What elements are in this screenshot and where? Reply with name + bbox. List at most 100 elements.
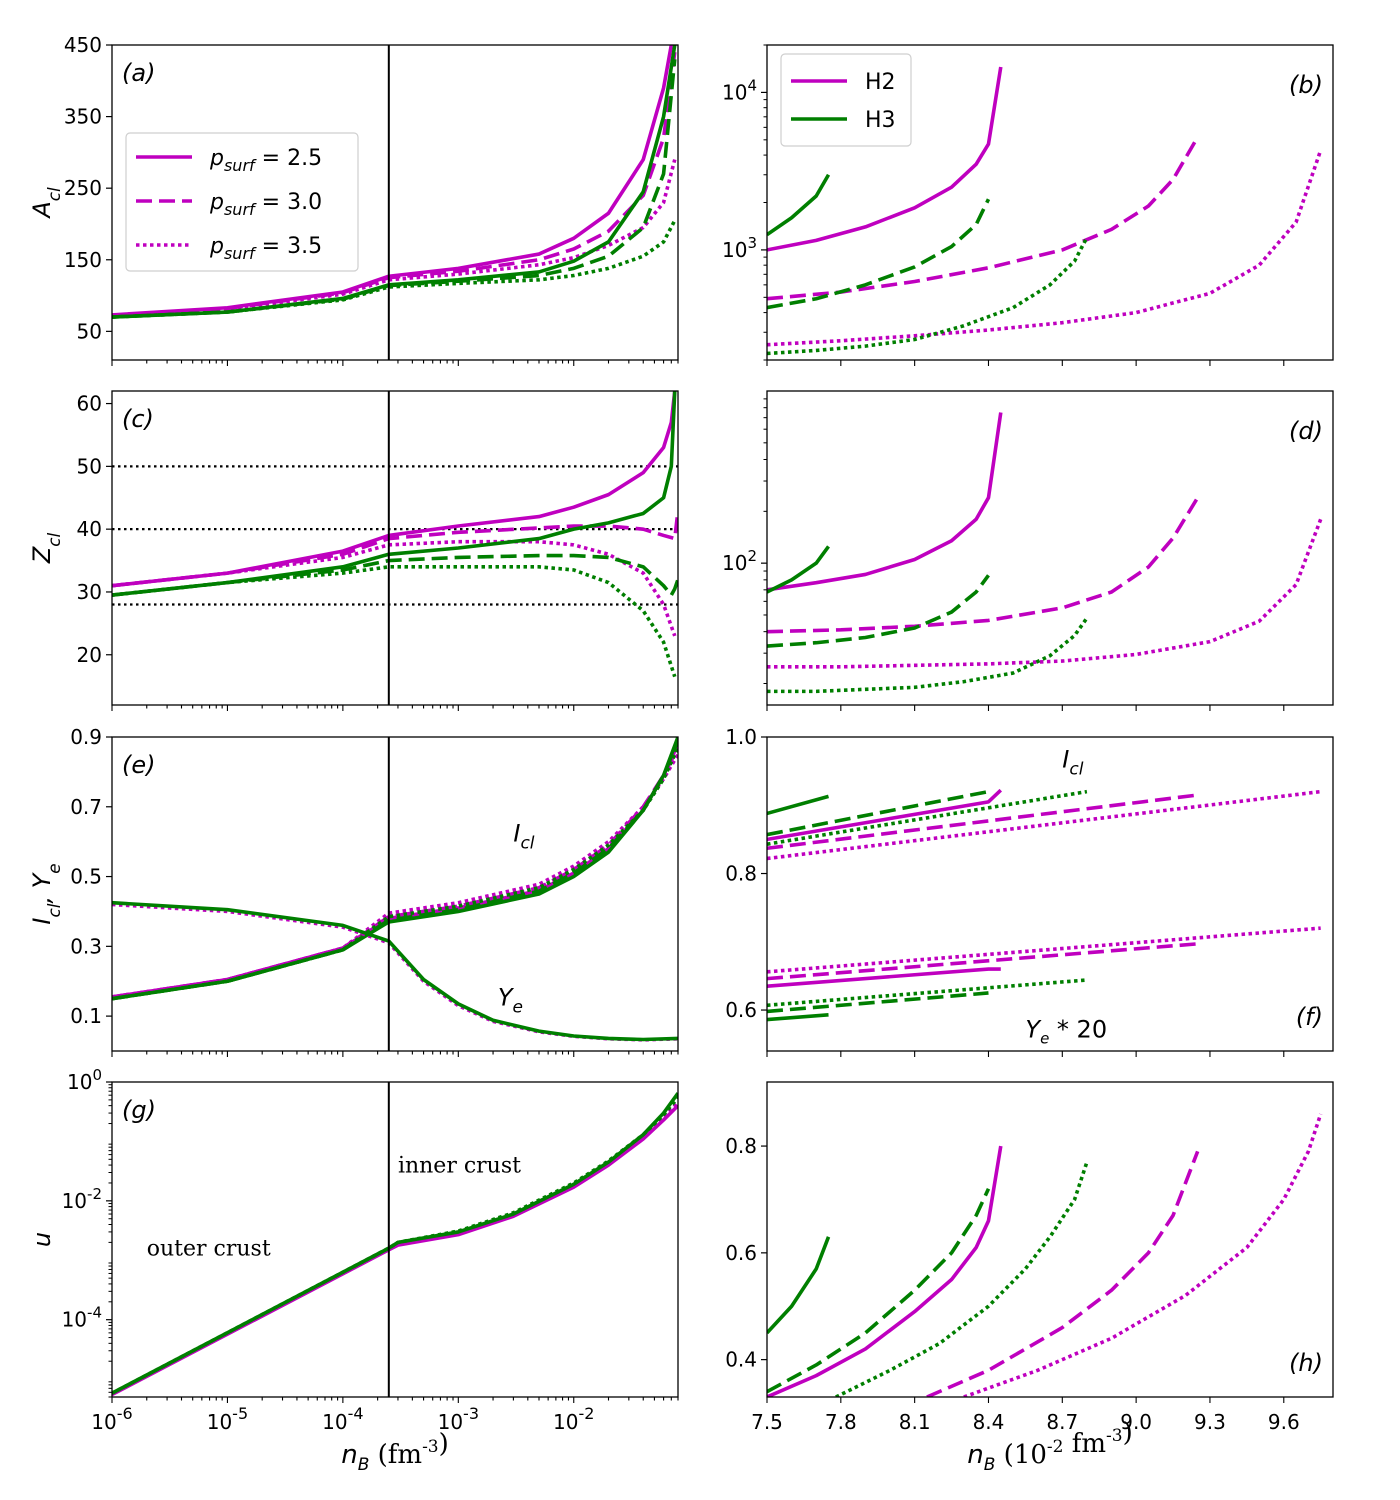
series-i_cl-h3-p-3-0 (112, 739, 678, 1001)
panel-label: (d) (1289, 417, 1323, 445)
series-h2-p-3-0 (112, 51, 677, 318)
legend-label: psurf = 3.5 (209, 234, 322, 263)
series-h2-p-3-5 (112, 539, 677, 637)
series-i_cl-h3-p-3-0 (767, 789, 989, 837)
panel-f: 0.6 0.8 1.0 (f) Icl Ye * 20 (725, 725, 1334, 1057)
ytick-label: 350 (64, 105, 102, 129)
series-h2-p-3-5 (112, 159, 677, 318)
series-h2-p-3-0 (112, 510, 678, 588)
series-h3-p-3-0 (767, 574, 990, 648)
curve-label: Icl (1062, 746, 1083, 780)
xlabel: nB (fm-3) (341, 1429, 449, 1475)
axes-frame (111, 44, 679, 361)
xtick-label: 10-4 (322, 1404, 363, 1434)
ylabel: Icl, Ye (28, 863, 64, 924)
xtick-label: 9.6 (1268, 1410, 1300, 1434)
series-i_cl-h2-p-3-0 (112, 746, 678, 999)
series-ye20-h2-p-3-5 (767, 926, 1321, 974)
series-i_cl-h3-p-3-5 (112, 746, 678, 1001)
series-h2-p-2-5 (767, 66, 1003, 252)
series-y_e-h2 (112, 902, 678, 1042)
series-h3-p-3-0 (112, 59, 677, 319)
panel-a: 50 150 250 350 450 Acl (a) psurf = 2.5 psurf = 3… (28, 33, 679, 366)
panel-label: (b) (1289, 71, 1323, 99)
xtick-label: 7.5 (751, 1410, 783, 1434)
series-h3-p-3-5 (112, 565, 677, 678)
legend-label: psurf = 2.5 (209, 146, 322, 175)
panel-e: 0.1 0.3 0.5 0.7 0.9 Icl, Ye (e) Icl Ye (28, 725, 679, 1057)
series-h2-p-2-5 (112, 391, 677, 588)
panel-d: 102 (d) (722, 390, 1334, 711)
ytick-label: 250 (64, 176, 102, 200)
xtick-label: 10-6 (91, 1404, 132, 1434)
series-h3-p-2-5 (112, 391, 677, 597)
panel-b: 103 104 (b) H2 H3 (722, 44, 1334, 366)
panel-g: 10-4 10-2 100 10-6 10-5 10-4 10-3 10-2 u nB (fm-3… (28, 1066, 679, 1475)
series-i_cl-h3-p-3-5 (767, 789, 1088, 846)
ytick-label: 50 (77, 454, 102, 478)
legend: H2 H3 (780, 53, 912, 147)
panel-label: (g) (122, 1096, 156, 1124)
xtick-label: 10-3 (438, 1404, 479, 1434)
ytick-label: 0.7 (70, 795, 102, 819)
series-ye20-h2-p-2-5 (767, 967, 1001, 988)
ytick-label: 0.8 (725, 862, 757, 886)
ytick-label: 0.8 (725, 1134, 757, 1158)
series-h3-p-3-5 (112, 219, 677, 319)
panel-label: (e) (122, 751, 156, 779)
panel-label: (f) (1296, 1003, 1323, 1031)
ytick-label: 50 (77, 319, 102, 343)
legend-label: psurf = 3.0 (209, 190, 322, 219)
axes-frame (766, 736, 1334, 1052)
series-y_e-h3 (112, 900, 678, 1042)
series-ye20-h3-p-3-5 (767, 978, 1088, 1008)
ylabel: Zcl (28, 532, 64, 564)
legend-label: H2 (865, 70, 896, 95)
axes-frame (766, 390, 1334, 706)
ytick-label: 450 (64, 33, 102, 57)
series-h3-p-2-5 (767, 545, 830, 594)
series-h2-p-3-0 (767, 496, 1200, 634)
legend: psurf = 2.5 psurf = 3.0 psurf = 3.5 (125, 132, 359, 272)
ytick-label: 0.5 (70, 865, 102, 889)
ytick-label: 0.3 (70, 934, 102, 958)
ytick-label: 10-4 (62, 1304, 102, 1332)
series-h3-p-3-5 (767, 616, 1089, 694)
series-h3-p-3-0 (112, 553, 678, 597)
series-h2-p-3-5 (963, 1113, 1323, 1397)
series-h3-p-3-0 (767, 198, 991, 310)
series-ye20-h2-p-3-0 (767, 942, 1198, 981)
ytick-label: 104 (722, 76, 757, 104)
axes-frame (766, 1081, 1334, 1398)
series-h2-p-3-5 (767, 149, 1323, 347)
series-ye20-h3-p-3-0 (767, 991, 989, 1014)
ytick-label: 150 (64, 248, 102, 272)
ytick-label: 40 (77, 517, 102, 541)
series-i_cl-h2-p-3-5 (112, 753, 678, 999)
ytick-label: 102 (722, 547, 757, 575)
ylabel: Acl (28, 187, 64, 220)
ytick-label: 60 (77, 392, 102, 416)
ytick-label: 0.1 (70, 1004, 102, 1028)
axes-frame (111, 390, 679, 706)
xtick-label: 7.8 (825, 1410, 857, 1434)
ytick-label: 30 (77, 580, 102, 604)
ytick-label: 103 (722, 234, 757, 262)
series-i_cl-h3-p-2-5 (112, 737, 678, 1001)
ytick-label: 0.6 (725, 1241, 757, 1265)
series-h3-p-3-5 (767, 236, 1089, 356)
series-h3-p-2-5 (767, 173, 831, 237)
panel-c: 20 30 40 50 60 Zcl (c) (28, 390, 679, 711)
series-h2-p-2-5 (767, 412, 1003, 592)
xtick-label: 9.3 (1194, 1410, 1226, 1434)
series-i_cl-h2-p-2-5 (767, 788, 1003, 842)
series-h3-p-3-0 (767, 1188, 991, 1394)
region-annotation: outer crust (147, 1237, 271, 1262)
panel-label: (h) (1289, 1349, 1323, 1377)
panel-label: (c) (122, 405, 154, 433)
ytick-label: 0.6 (725, 998, 757, 1022)
series-h2-p-3-5 (767, 518, 1323, 669)
legend-label: H3 (865, 108, 896, 133)
axes-frame (111, 736, 679, 1052)
